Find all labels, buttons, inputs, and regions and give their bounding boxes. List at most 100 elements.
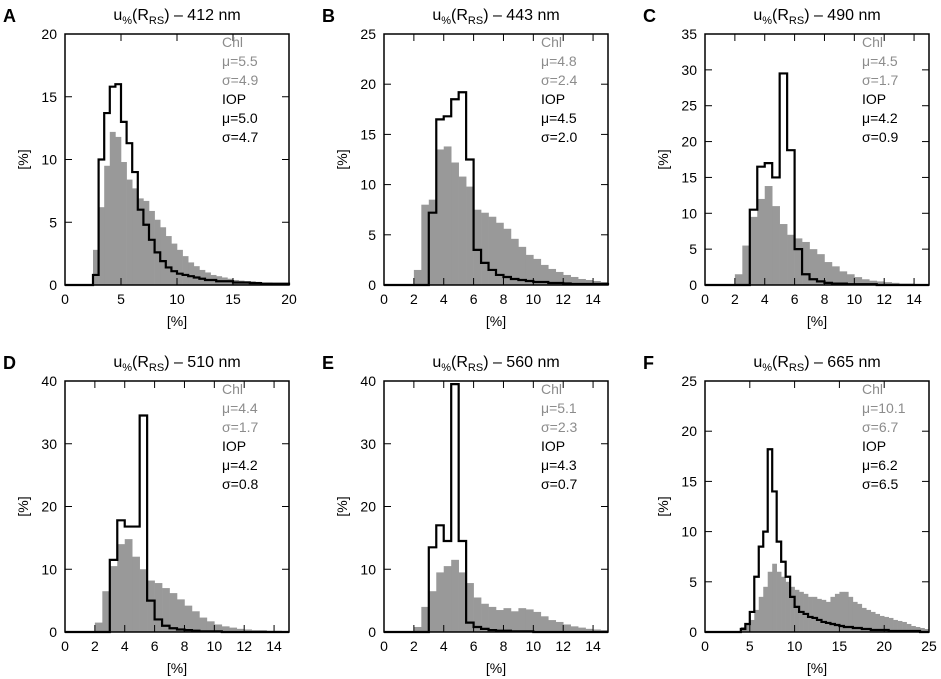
chl-bar [428,199,437,285]
y-tick-label: 20 [681,134,697,150]
chl-bar [776,571,782,632]
chl-bar [794,589,800,632]
iop-label: IOP [541,91,565,107]
chl-bar [578,627,586,632]
chl-bar [518,608,527,632]
chl-bar [875,613,881,632]
y-tick-label: 5 [368,227,376,243]
iop-sigma: σ=0.8 [222,476,258,492]
chl-bar [897,620,903,632]
chl-bar [555,271,564,285]
panel-title: u%(RRS) – 490 nm [753,7,880,27]
chl-bar [510,611,519,632]
chl-bar [177,599,185,632]
y-tick-label: 10 [41,152,57,168]
chl-label: Chl [862,34,883,50]
chl-bar [817,254,825,285]
chl-bar [869,280,878,285]
panel-letter: D [3,353,16,373]
chl-bar [503,608,512,632]
chl-bar [162,588,170,632]
chl-bar [147,580,155,632]
panel-title: u%(RRS) – 510 nm [113,354,240,374]
y-tick-label: 15 [41,89,57,105]
chl-bar [191,611,200,632]
x-tick-label: 5 [746,638,754,654]
chl-bar [104,165,111,285]
chl-bar [533,258,542,285]
y-axis-label: [%] [15,149,31,169]
x-tick-label: 10 [787,638,803,654]
chl-bar [812,596,818,632]
y-tick-label: 25 [360,26,376,42]
y-tick-label: 15 [681,169,697,185]
chl-mu: μ=5.1 [541,400,577,416]
chl-bar [857,603,863,632]
y-axis-label: [%] [334,149,350,169]
x-tick-label: 15 [225,291,241,307]
plot-frame [383,33,609,286]
y-axis-label: [%] [15,496,31,516]
x-tick-label: 8 [500,291,508,307]
chl-bar [126,179,133,285]
panel-title: u%(RRS) – 412 nm [113,7,240,27]
x-tick-label: 2 [91,638,99,654]
chl-bar [98,207,105,285]
chl-bar [915,626,921,632]
y-tick-label: 40 [360,373,376,389]
chl-bar [443,566,452,632]
x-tick-label: 0 [380,638,388,654]
chl-bar [413,269,422,285]
chl-bar [787,234,795,285]
chl-bar [143,200,150,285]
chl-bar [199,617,208,632]
chl-bar [229,627,238,632]
chl-bar [413,626,422,632]
chl-bar [879,615,885,632]
y-tick-label: 15 [681,473,697,489]
chl-bar [585,628,594,632]
y-tick-label: 10 [681,524,697,540]
chl-bar [906,623,912,632]
chl-bar [451,559,459,632]
y-tick-label: 0 [368,277,376,293]
x-tick-label: 20 [281,291,297,307]
x-axis-label: [%] [807,660,827,676]
y-tick-label: 10 [41,561,57,577]
chl-bar [466,583,474,632]
x-tick-label: 0 [61,638,69,654]
y-tick-label: 20 [360,76,376,92]
x-tick-label: 12 [555,638,571,654]
y-axis-label: [%] [334,496,350,516]
y-tick-label: 0 [689,624,697,640]
panel-a: 0 5 10 15 20 0 5 10 15 20 [%] [%] u%(RRS) – 412 nm A C… [3,6,297,329]
chl-bar [749,619,755,632]
chl-bar [839,591,845,632]
x-tick-label: 0 [701,638,709,654]
chl-bar [839,271,848,285]
chl-bar [244,629,252,632]
chl-bar [124,539,133,632]
x-tick-label: 14 [266,638,282,654]
y-tick-label: 30 [681,62,697,78]
chl-bar [794,238,803,285]
chl-bar [772,206,780,285]
chl-bar [548,620,557,632]
x-tick-label: 2 [410,638,418,654]
panel-title: u%(RRS) – 665 nm [753,354,880,374]
chl-label: Chl [541,381,562,397]
chl-bar [876,281,885,285]
chl-bar [570,276,579,285]
chl-bar [578,278,586,285]
chl-bar [854,277,863,285]
x-tick-label: 20 [876,638,892,654]
chl-bar [846,274,855,285]
chl-bar [473,209,482,285]
chl-sigma: σ=1.7 [862,72,898,88]
x-tick-label: 4 [121,638,129,654]
chl-bar [830,596,836,632]
y-tick-label: 30 [41,436,57,452]
chl-label: Chl [222,34,243,50]
y-tick-label: 20 [41,26,57,42]
